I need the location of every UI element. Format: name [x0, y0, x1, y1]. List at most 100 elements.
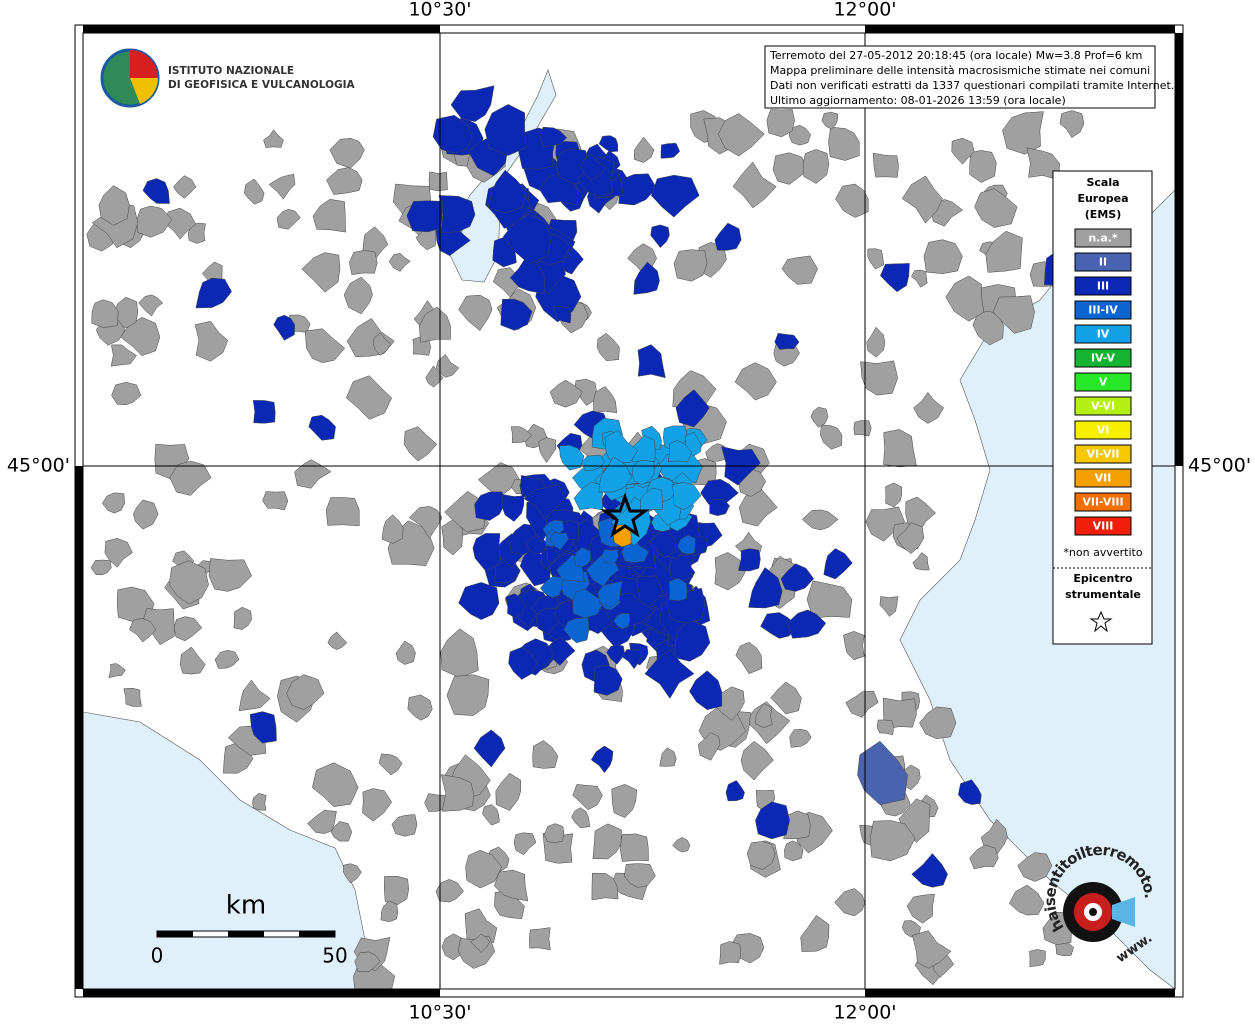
municipality — [108, 663, 126, 679]
legend-label: VII — [1095, 472, 1112, 485]
municipality — [502, 214, 552, 265]
legend-label: VII-VIII — [1082, 496, 1123, 509]
municipality — [649, 524, 677, 558]
municipality — [276, 209, 301, 230]
scale-start: 0 — [151, 944, 164, 968]
municipality — [233, 606, 252, 630]
legend-label: VI-VII — [1086, 448, 1119, 461]
municipality — [262, 491, 289, 511]
lon-label: 10°30' — [408, 0, 471, 21]
municipality — [474, 491, 505, 521]
legend-swatch — [1074, 324, 1132, 344]
legend-swatch — [1074, 300, 1132, 320]
scale-end: 50 — [322, 944, 347, 968]
municipality — [195, 277, 232, 309]
institute-line: DI GEOFISICA E VULCANOLOGIA — [168, 79, 356, 91]
municipality — [381, 514, 404, 544]
municipality — [327, 631, 348, 650]
municipality — [435, 354, 460, 378]
info-line: Mappa preliminare delle intensità macros… — [770, 64, 1150, 77]
municipality — [651, 174, 700, 218]
municipality — [734, 362, 777, 401]
municipality — [484, 104, 527, 156]
municipality — [755, 801, 790, 840]
municipality — [432, 115, 473, 154]
municipality — [111, 381, 142, 406]
municipality — [330, 821, 353, 842]
municipality — [786, 609, 827, 639]
municipality — [992, 295, 1035, 334]
municipality — [845, 690, 879, 718]
legend-label: VI — [1097, 424, 1110, 437]
municipality — [428, 171, 448, 192]
municipality — [470, 933, 490, 953]
municipality — [407, 694, 433, 721]
municipality — [823, 548, 853, 580]
municipality — [601, 549, 619, 564]
municipality — [487, 169, 527, 214]
municipality — [1008, 884, 1045, 916]
municipality — [673, 249, 708, 282]
legend-swatch — [1074, 252, 1132, 272]
municipality — [450, 85, 495, 122]
municipality — [98, 185, 130, 226]
municipality — [879, 596, 899, 617]
municipality — [760, 612, 799, 639]
municipality — [867, 248, 884, 270]
municipality — [312, 199, 346, 233]
municipality — [821, 112, 839, 130]
municipality — [580, 153, 607, 182]
municipality — [179, 646, 206, 675]
municipality — [735, 641, 763, 675]
municipality — [354, 951, 381, 973]
lat-label: 45°00' — [7, 455, 70, 477]
municipality — [738, 548, 761, 572]
municipality — [168, 560, 209, 605]
municipality — [540, 576, 564, 599]
lon-label: 10°30' — [408, 1002, 471, 1024]
municipality — [623, 863, 656, 888]
municipality — [820, 424, 843, 450]
legend-label: V — [1099, 376, 1108, 389]
municipality — [725, 780, 745, 802]
legend-label: IV-V — [1091, 352, 1116, 365]
municipality — [866, 326, 886, 358]
municipality — [458, 582, 500, 620]
municipality — [508, 647, 537, 680]
municipality — [911, 930, 952, 969]
municipality — [709, 499, 730, 516]
municipality — [571, 807, 591, 829]
municipality — [419, 306, 451, 343]
municipality — [312, 762, 359, 807]
municipality — [604, 430, 639, 464]
municipality — [465, 850, 503, 889]
epicenter-label: strumentale — [1065, 588, 1141, 601]
municipality — [252, 400, 276, 424]
municipality — [294, 459, 332, 489]
municipality — [214, 649, 240, 669]
municipality — [781, 255, 818, 285]
municipality — [440, 628, 479, 678]
municipality — [659, 747, 677, 767]
municipality — [329, 137, 365, 169]
municipality — [637, 344, 666, 379]
municipality — [646, 476, 678, 503]
municipality — [138, 294, 164, 317]
lon-label: 12°00' — [833, 1002, 896, 1024]
municipality — [169, 460, 212, 496]
municipality — [913, 391, 945, 424]
municipality — [945, 275, 985, 322]
municipality — [633, 136, 655, 163]
municipality — [572, 784, 603, 811]
municipality — [860, 360, 898, 396]
municipality — [406, 200, 443, 233]
municipality — [810, 406, 829, 428]
municipality — [440, 774, 474, 812]
legend-title: Scala — [1086, 176, 1119, 189]
legend-title: Europea — [1077, 192, 1128, 205]
legend-swatch — [1074, 228, 1132, 248]
municipality — [596, 332, 620, 361]
municipality — [446, 674, 490, 716]
epicenter-star — [600, 492, 650, 538]
